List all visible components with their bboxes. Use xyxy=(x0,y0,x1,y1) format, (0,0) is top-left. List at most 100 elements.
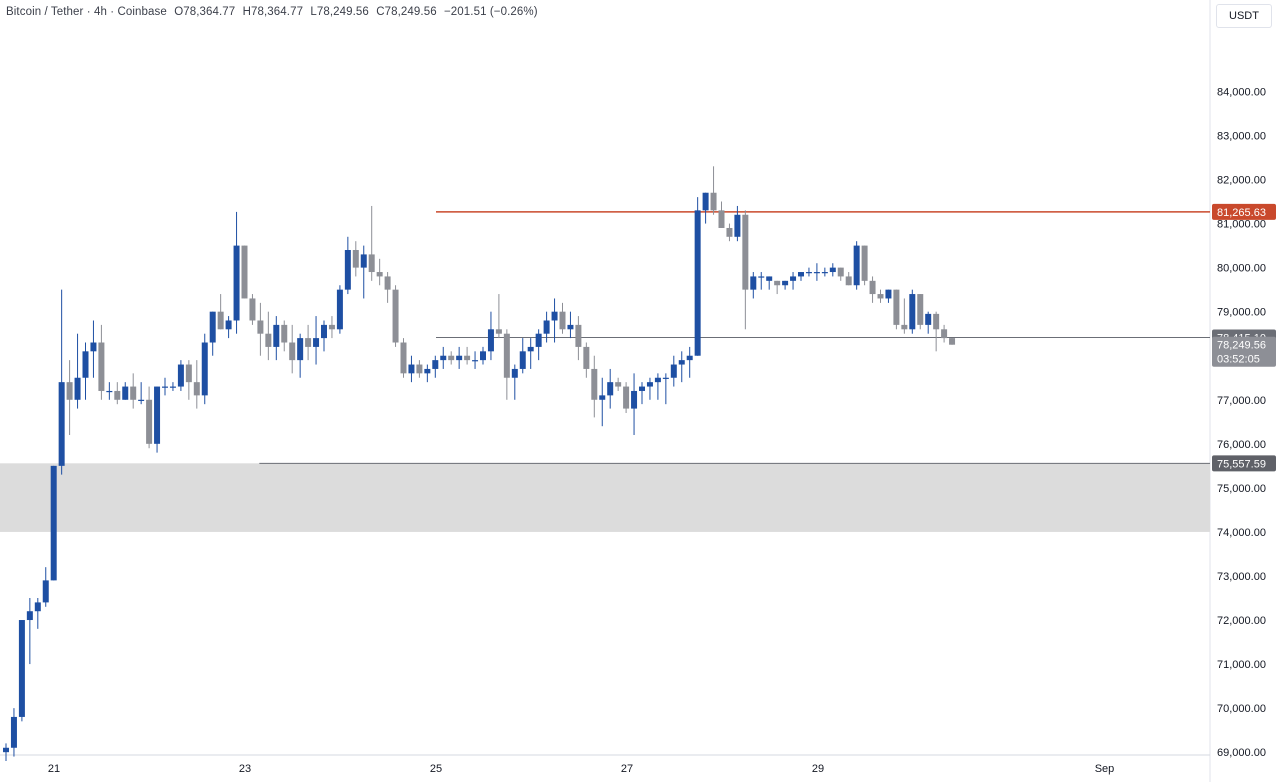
candle xyxy=(281,320,288,352)
price-scale[interactable]: 69,000.00 70,000.00 71,000.00 72,000.00 73,0… xyxy=(1217,86,1266,759)
current-price-tag-bg xyxy=(1212,336,1276,367)
support-price-tag-text: 75,557.59 xyxy=(1217,458,1266,470)
candle-body xyxy=(861,245,868,281)
candle xyxy=(177,360,184,391)
candle-body xyxy=(281,324,288,343)
support-price-tag-bg xyxy=(1212,455,1276,472)
candle xyxy=(591,355,598,418)
candle-body xyxy=(535,333,542,347)
candle xyxy=(50,465,57,581)
candle xyxy=(519,338,526,374)
candle xyxy=(321,320,327,352)
candle xyxy=(885,289,892,303)
candle-body xyxy=(527,346,534,352)
candle-body xyxy=(233,245,240,321)
candle-body xyxy=(336,289,343,330)
candle xyxy=(193,360,200,409)
candle xyxy=(480,346,486,365)
candle-body xyxy=(678,360,685,365)
candle-body xyxy=(464,355,471,361)
candle xyxy=(305,324,312,361)
candle xyxy=(877,289,884,303)
candle xyxy=(106,382,113,400)
candle-body xyxy=(750,276,757,290)
price-tick-label: 74,000.00 xyxy=(1217,527,1266,539)
candle xyxy=(829,263,836,277)
candle-body xyxy=(408,364,415,374)
candle xyxy=(694,197,701,356)
candle xyxy=(798,272,804,281)
low-value: L78,249.56 xyxy=(310,6,369,18)
candle xyxy=(42,567,49,607)
candle-body xyxy=(154,386,161,444)
candle-body xyxy=(917,294,924,325)
candle-body xyxy=(241,245,248,299)
candle xyxy=(535,329,542,361)
candle xyxy=(551,298,558,343)
candle-body xyxy=(98,342,105,391)
candle-body xyxy=(10,716,17,748)
candle-body xyxy=(472,360,479,362)
candle-body xyxy=(893,289,900,325)
candle xyxy=(654,373,661,400)
candle-body xyxy=(718,210,725,228)
candle-body xyxy=(58,382,65,466)
candle xyxy=(925,311,932,334)
candle xyxy=(750,272,757,299)
candle-body xyxy=(551,311,558,321)
candle-body xyxy=(66,382,73,400)
candle xyxy=(949,338,956,345)
candle xyxy=(774,280,781,295)
candle-body xyxy=(313,338,320,347)
candle xyxy=(805,267,812,277)
candle xyxy=(289,324,296,374)
candle xyxy=(670,355,677,387)
candle xyxy=(146,386,153,449)
candle xyxy=(456,346,463,369)
candle xyxy=(384,272,391,303)
candle-body xyxy=(726,227,733,237)
candle xyxy=(464,346,471,365)
candle xyxy=(790,272,797,290)
candle-body xyxy=(185,364,192,383)
candle-body xyxy=(615,382,622,387)
candle-body xyxy=(869,280,876,295)
candle xyxy=(201,333,208,405)
candle xyxy=(400,338,407,378)
candle-body xyxy=(114,390,121,400)
candle-body xyxy=(487,329,494,352)
candle xyxy=(376,258,383,286)
candle xyxy=(233,211,240,334)
candle-body xyxy=(169,386,176,388)
candle-body xyxy=(591,368,598,400)
candle-body xyxy=(34,602,41,612)
currency-button[interactable]: USDT xyxy=(1216,4,1272,28)
candle xyxy=(368,205,375,281)
symbol-title[interactable]: Bitcoin / Tether · 4h · Coinbase xyxy=(6,6,167,18)
candle-body xyxy=(813,272,820,274)
candle-body xyxy=(42,580,49,603)
candle xyxy=(686,346,693,378)
candle xyxy=(313,316,320,365)
candle-body xyxy=(424,368,431,374)
candle xyxy=(34,598,41,629)
candle-body xyxy=(456,355,463,361)
candle-body xyxy=(607,382,614,396)
candle xyxy=(424,364,431,383)
level-lines xyxy=(259,211,1210,464)
candle-body xyxy=(766,276,773,281)
candle xyxy=(893,289,900,330)
candle-body xyxy=(249,298,256,321)
time-tick-label: 29 xyxy=(812,763,824,775)
candle-body xyxy=(559,311,566,330)
candle-body xyxy=(646,382,653,387)
candle-body xyxy=(3,747,9,753)
candle xyxy=(90,320,97,378)
time-scale[interactable]: 2123252729Sep35791113 xyxy=(48,763,1280,775)
candle-body xyxy=(503,333,510,378)
price-tick-label: 75,000.00 xyxy=(1217,483,1266,495)
candle xyxy=(678,351,685,383)
candle xyxy=(408,355,415,383)
candle xyxy=(122,382,129,400)
